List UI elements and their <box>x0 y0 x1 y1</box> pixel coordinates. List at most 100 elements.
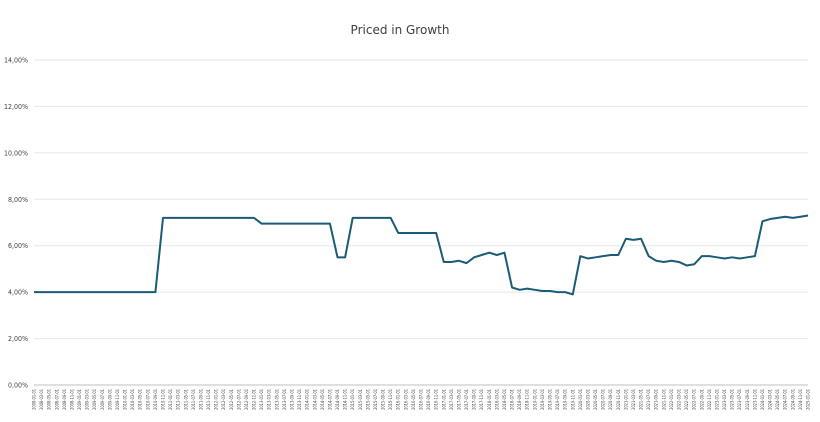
x-tick-label: 2008-11-01 <box>69 389 74 410</box>
x-tick-label: 2014-01-01 <box>305 389 310 410</box>
x-tick-label: 2019-01-01 <box>532 389 537 410</box>
x-tick-label: 2017-09-01 <box>472 389 477 410</box>
x-tick-label: 2022-09-01 <box>699 389 704 410</box>
x-tick-label: 2017-03-01 <box>449 389 454 410</box>
x-tick-label: 2012-01-01 <box>214 389 219 410</box>
x-tick-label: 2017-07-01 <box>464 389 469 410</box>
x-tick-label: 2023-07-01 <box>737 389 742 410</box>
x-tick-label: 2024-01-01 <box>760 389 765 410</box>
y-tick-label: 2,00% <box>8 335 28 343</box>
y-tick-label: 8,00% <box>8 196 28 204</box>
series-group <box>34 214 809 296</box>
x-tick-label: 2008-05-01 <box>47 389 52 410</box>
x-tick-label: 2017-11-01 <box>479 389 484 410</box>
x-tick-label: 2016-01-01 <box>396 389 401 410</box>
x-tick-label: 2014-07-01 <box>327 389 332 410</box>
x-tick-label: 2009-09-01 <box>107 389 112 410</box>
y-axis: 0,00% 2,00% 4,00% 6,00% 8,00% 10,00% 12,00% 14,… <box>4 57 28 390</box>
x-tick-label: 2018-03-01 <box>494 389 499 410</box>
x-tick-label: 2023-09-01 <box>745 389 750 410</box>
x-tick-label: 2015-01-01 <box>350 389 355 410</box>
x-tick-label: 2021-07-01 <box>646 389 651 410</box>
x-tick-label: 2009-11-01 <box>115 389 120 410</box>
x-tick-label: 2018-11-01 <box>525 389 530 410</box>
x-tick-label: 2024-07-01 <box>783 389 788 410</box>
x-tick-label: 2017-05-01 <box>456 389 461 410</box>
x-tick-label: 2012-09-01 <box>244 389 249 410</box>
x-tick-label: 2019-09-01 <box>563 389 568 410</box>
x-tick-label: 2011-09-01 <box>198 389 203 410</box>
x-tick-label: 2014-11-01 <box>343 389 348 410</box>
x-tick-label: 2010-09-01 <box>153 389 158 410</box>
x-tick-label: 2013-09-01 <box>290 389 295 410</box>
x-tick-label: 2022-11-01 <box>707 389 712 410</box>
x-tick-label: 2019-05-01 <box>548 389 553 410</box>
x-tick-label: 2013-11-01 <box>297 389 302 410</box>
x-tick-label: 2012-05-01 <box>229 389 234 410</box>
x-tick-label: 2016-07-01 <box>419 389 424 410</box>
x-tick-label: 2009-07-01 <box>100 389 105 410</box>
x-tick-label: 2016-05-01 <box>411 389 416 410</box>
x-tick-label: 2020-09-01 <box>608 389 613 410</box>
x-tick-label: 2010-07-01 <box>145 389 150 410</box>
x-tick-label: 2020-11-01 <box>616 389 621 410</box>
x-tick-label: 2011-03-01 <box>176 389 181 410</box>
y-tick-label: 12,00% <box>4 103 28 111</box>
x-tick-label: 2022-01-01 <box>669 389 674 410</box>
x-tick-label: 2010-03-01 <box>130 389 135 410</box>
x-tick-label: 2016-11-01 <box>434 389 439 410</box>
x-tick-label: 2020-01-01 <box>578 389 583 410</box>
x-tick-label: 2008-01-01 <box>32 389 37 410</box>
x-tick-label: 2023-03-01 <box>722 389 727 410</box>
x-tick-label: 2015-09-01 <box>381 389 386 410</box>
x-tick-label: 2020-07-01 <box>601 389 606 410</box>
x-tick-label: 2018-07-01 <box>510 389 515 410</box>
x-tick-label: 2010-11-01 <box>161 389 166 410</box>
x-tick-label: 2014-05-01 <box>320 389 325 410</box>
x-tick-label: 2011-01-01 <box>168 389 173 410</box>
x-tick-label: 2015-05-01 <box>365 389 370 410</box>
x-tick-label: 2023-01-01 <box>714 389 719 410</box>
x-tick-label: 2009-03-01 <box>85 389 90 410</box>
x-tick-label: 2021-01-01 <box>623 389 628 410</box>
x-tick-label: 2022-05-01 <box>684 389 689 410</box>
x-tick-label: 2015-11-01 <box>388 389 393 410</box>
x-tick-label: 2021-09-01 <box>654 389 659 410</box>
x-tick-label: 2011-05-01 <box>183 389 188 410</box>
x-tick-label: 2020-03-01 <box>585 389 590 410</box>
x-tick-label: 2013-05-01 <box>274 389 279 410</box>
x-tick-label: 2011-11-01 <box>206 389 211 410</box>
x-tick-label: 2015-03-01 <box>358 389 363 410</box>
x-tick-label: 2014-09-01 <box>335 389 340 410</box>
x-tick-label: 2008-07-01 <box>54 389 59 410</box>
x-tick-label: 2013-01-01 <box>259 389 264 410</box>
chart-title: Priced in Growth <box>351 23 450 37</box>
x-tick-label: 2021-03-01 <box>631 389 636 410</box>
x-tick-label: 2024-09-01 <box>790 389 795 410</box>
x-tick-label: 2022-07-01 <box>692 389 697 410</box>
x-tick-label: 2009-01-01 <box>77 389 82 410</box>
x-tick-label: 2010-01-01 <box>123 389 128 410</box>
x-tick-label: 2013-03-01 <box>267 389 272 410</box>
x-tick-label: 2024-03-01 <box>768 389 773 410</box>
x-tick-label: 2019-11-01 <box>570 389 575 410</box>
y-tick-label: 10,00% <box>4 149 28 157</box>
x-tick-label: 2023-11-01 <box>752 389 757 410</box>
x-tick-label: 2021-11-01 <box>661 389 666 410</box>
gridlines <box>34 59 808 386</box>
y-tick-label: 6,00% <box>8 242 28 250</box>
x-tick-label: 2025-01-01 <box>806 389 811 410</box>
x-tick-label: 2015-07-01 <box>373 389 378 410</box>
x-tick-label: 2008-09-01 <box>62 389 67 410</box>
x-tick-label: 2013-07-01 <box>282 389 287 410</box>
x-tick-label: 2012-03-01 <box>221 389 226 410</box>
x-tick-label: 2011-07-01 <box>191 389 196 410</box>
x-tick-label: 2008-03-01 <box>39 389 44 410</box>
x-tick-label: 2012-07-01 <box>236 389 241 410</box>
y-tick-label: 4,00% <box>8 289 28 297</box>
x-tick-label: 2018-01-01 <box>487 389 492 410</box>
x-tick-label: 2017-01-01 <box>441 389 446 410</box>
x-axis: 2008-01-01 2008-03-01 2008-05-01 2008-07-01… <box>32 389 811 410</box>
x-tick-label: 2022-03-01 <box>677 389 682 410</box>
series-line <box>34 214 809 296</box>
